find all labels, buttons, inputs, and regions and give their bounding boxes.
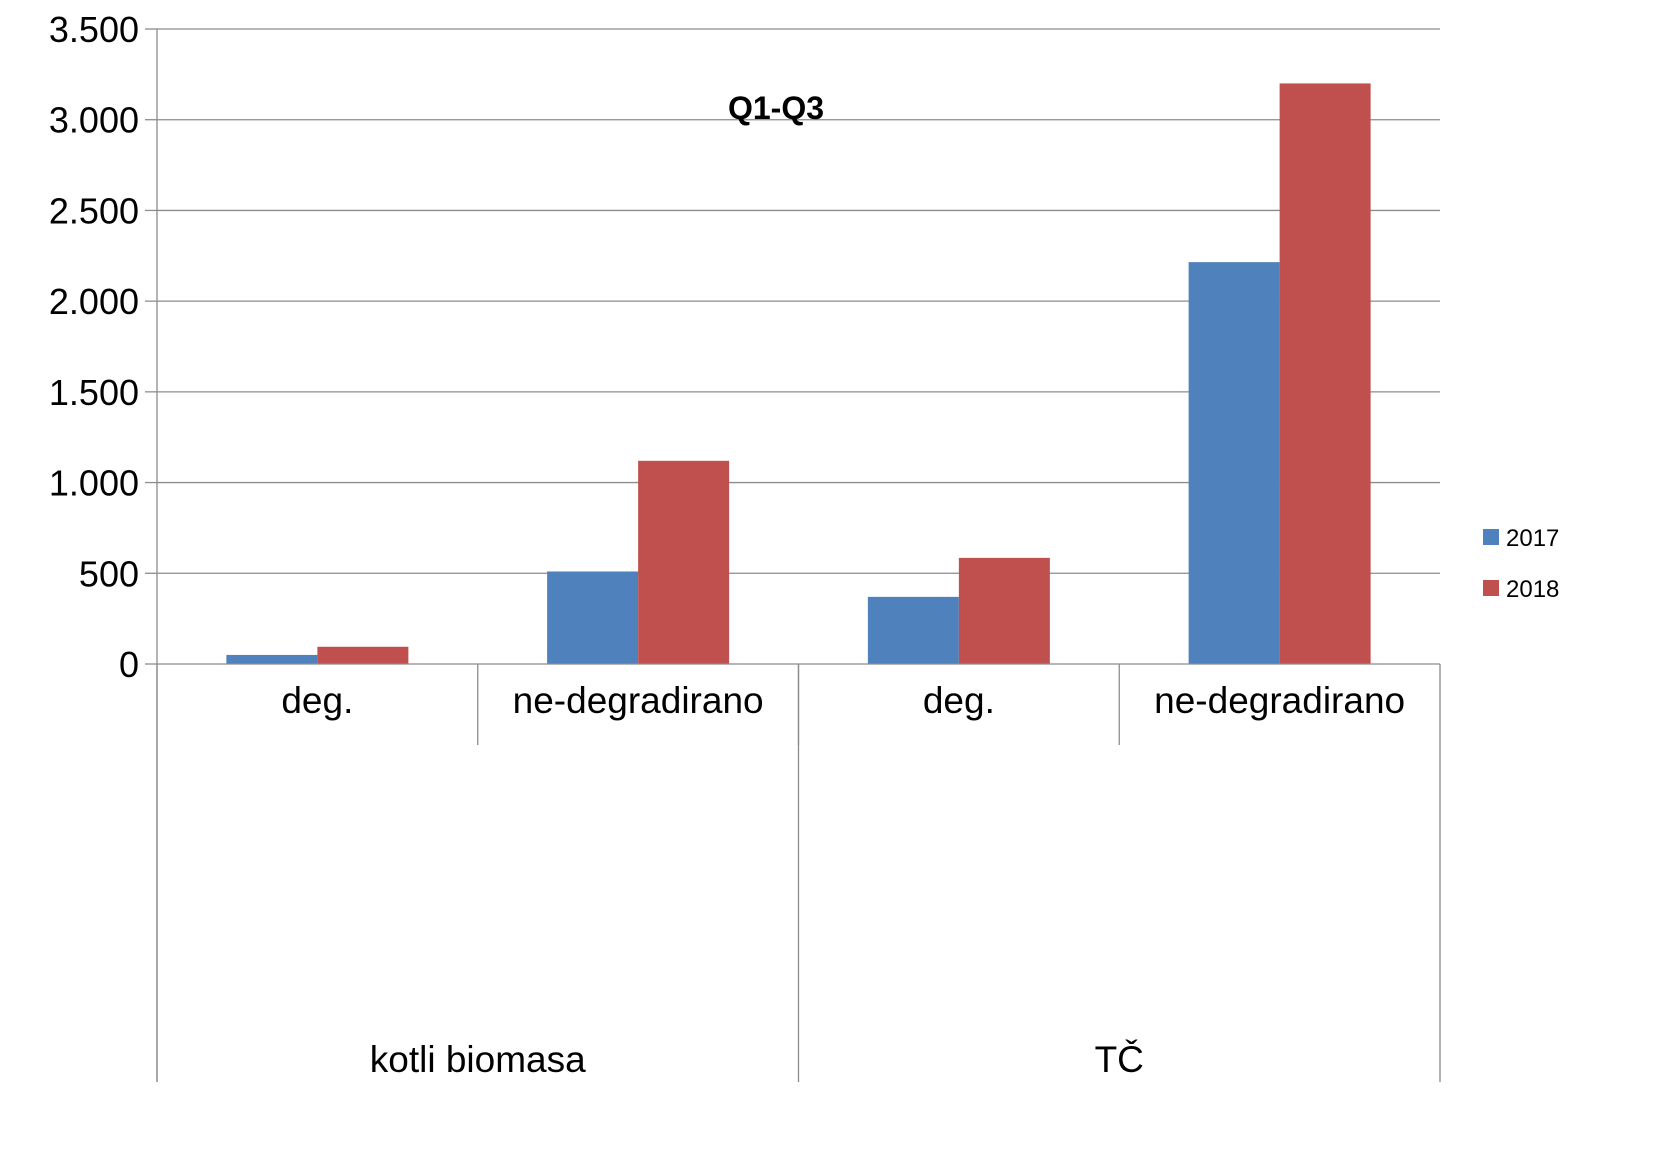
legend-swatch-2017 — [1483, 529, 1499, 545]
legend-label-2018: 2018 — [1506, 576, 1559, 603]
x-category-label: ne-degradirano — [513, 680, 764, 721]
x-category-label: deg. — [281, 680, 353, 721]
bar-2018-1 — [317, 646, 409, 664]
gridlines — [157, 28, 1440, 574]
bars — [226, 83, 1371, 664]
legend-label-2017: 2017 — [1506, 525, 1559, 552]
legend: 2017 2018 — [1483, 525, 1559, 603]
y-tick-label: 0 — [119, 644, 139, 685]
y-tick-label: 2.000 — [49, 281, 139, 322]
x-group-label: TČ — [1095, 1039, 1144, 1080]
bar-2017-2 — [547, 571, 639, 664]
y-tick-label: 1.000 — [49, 463, 139, 504]
y-tick-label: 500 — [79, 553, 139, 594]
x-axis-category-labels: deg. ne-degradirano deg. ne-degradirano — [281, 680, 1405, 721]
y-tick-label: 2.500 — [49, 190, 139, 231]
x-group-label: kotli biomasa — [370, 1039, 586, 1080]
axes — [145, 28, 1441, 1082]
x-axis-group-labels: kotli biomasa TČ — [370, 1039, 1144, 1080]
y-tick-label: 1.500 — [49, 372, 139, 413]
bar-2018-3 — [958, 557, 1050, 664]
y-tick-label: 3.000 — [49, 100, 139, 141]
legend-swatch-2018 — [1483, 580, 1499, 596]
y-axis-tick-labels: 0 500 1.000 1.500 2.000 2.500 3.000 3.500 — [49, 9, 139, 685]
bar-2017-4 — [1188, 262, 1280, 664]
bar-2018-2 — [638, 460, 730, 664]
x-category-label: deg. — [923, 680, 995, 721]
bar-2017-3 — [867, 596, 959, 664]
x-category-label: ne-degradirano — [1154, 680, 1405, 721]
chart-title: Q1-Q3 — [728, 90, 824, 126]
y-tick-label: 3.500 — [49, 9, 139, 50]
bar-2018-4 — [1279, 83, 1371, 664]
bar-2017-1 — [226, 654, 318, 664]
